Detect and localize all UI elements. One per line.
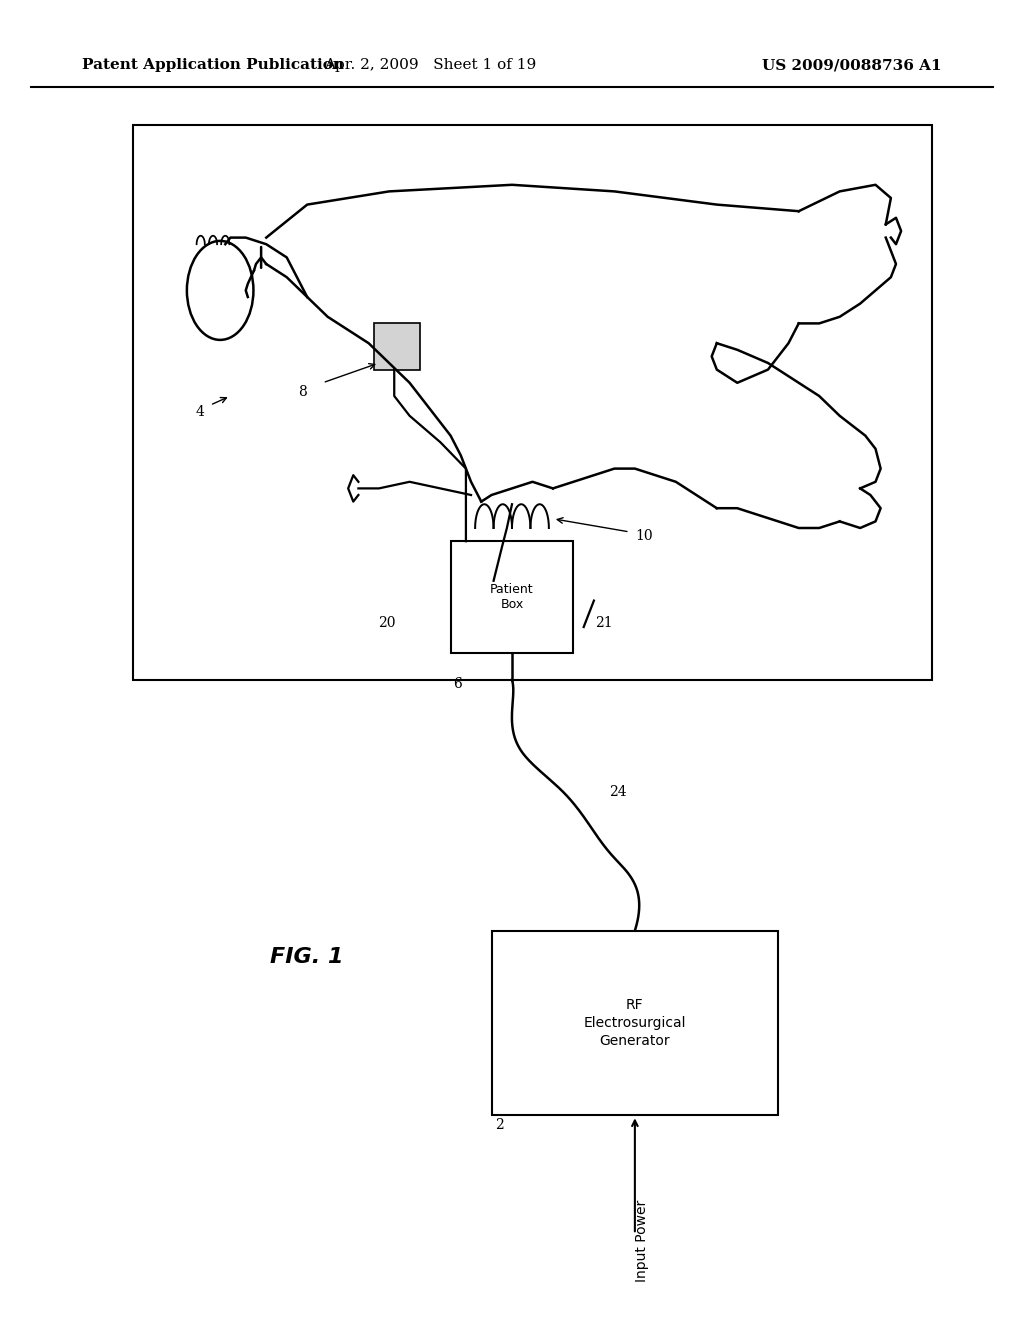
Text: 4: 4 — [196, 405, 204, 418]
FancyBboxPatch shape — [133, 125, 932, 680]
Text: Patient
Box: Patient Box — [490, 583, 534, 611]
Text: 20: 20 — [378, 616, 396, 630]
Text: 8: 8 — [298, 385, 306, 399]
Text: FIG. 1: FIG. 1 — [270, 946, 344, 968]
Text: RF
Electrosurgical
Generator: RF Electrosurgical Generator — [584, 998, 686, 1048]
FancyBboxPatch shape — [451, 541, 573, 653]
Text: 2: 2 — [496, 1118, 504, 1131]
Text: Apr. 2, 2009   Sheet 1 of 19: Apr. 2, 2009 Sheet 1 of 19 — [324, 58, 537, 73]
Text: Input Power: Input Power — [635, 1200, 649, 1282]
Text: 10: 10 — [635, 529, 652, 543]
FancyBboxPatch shape — [374, 323, 420, 370]
Text: US 2009/0088736 A1: US 2009/0088736 A1 — [763, 58, 942, 73]
Text: 21: 21 — [595, 616, 613, 630]
Text: Patent Application Publication: Patent Application Publication — [82, 58, 344, 73]
Text: 24: 24 — [609, 785, 627, 799]
FancyBboxPatch shape — [492, 931, 778, 1115]
Text: 6: 6 — [454, 677, 462, 690]
